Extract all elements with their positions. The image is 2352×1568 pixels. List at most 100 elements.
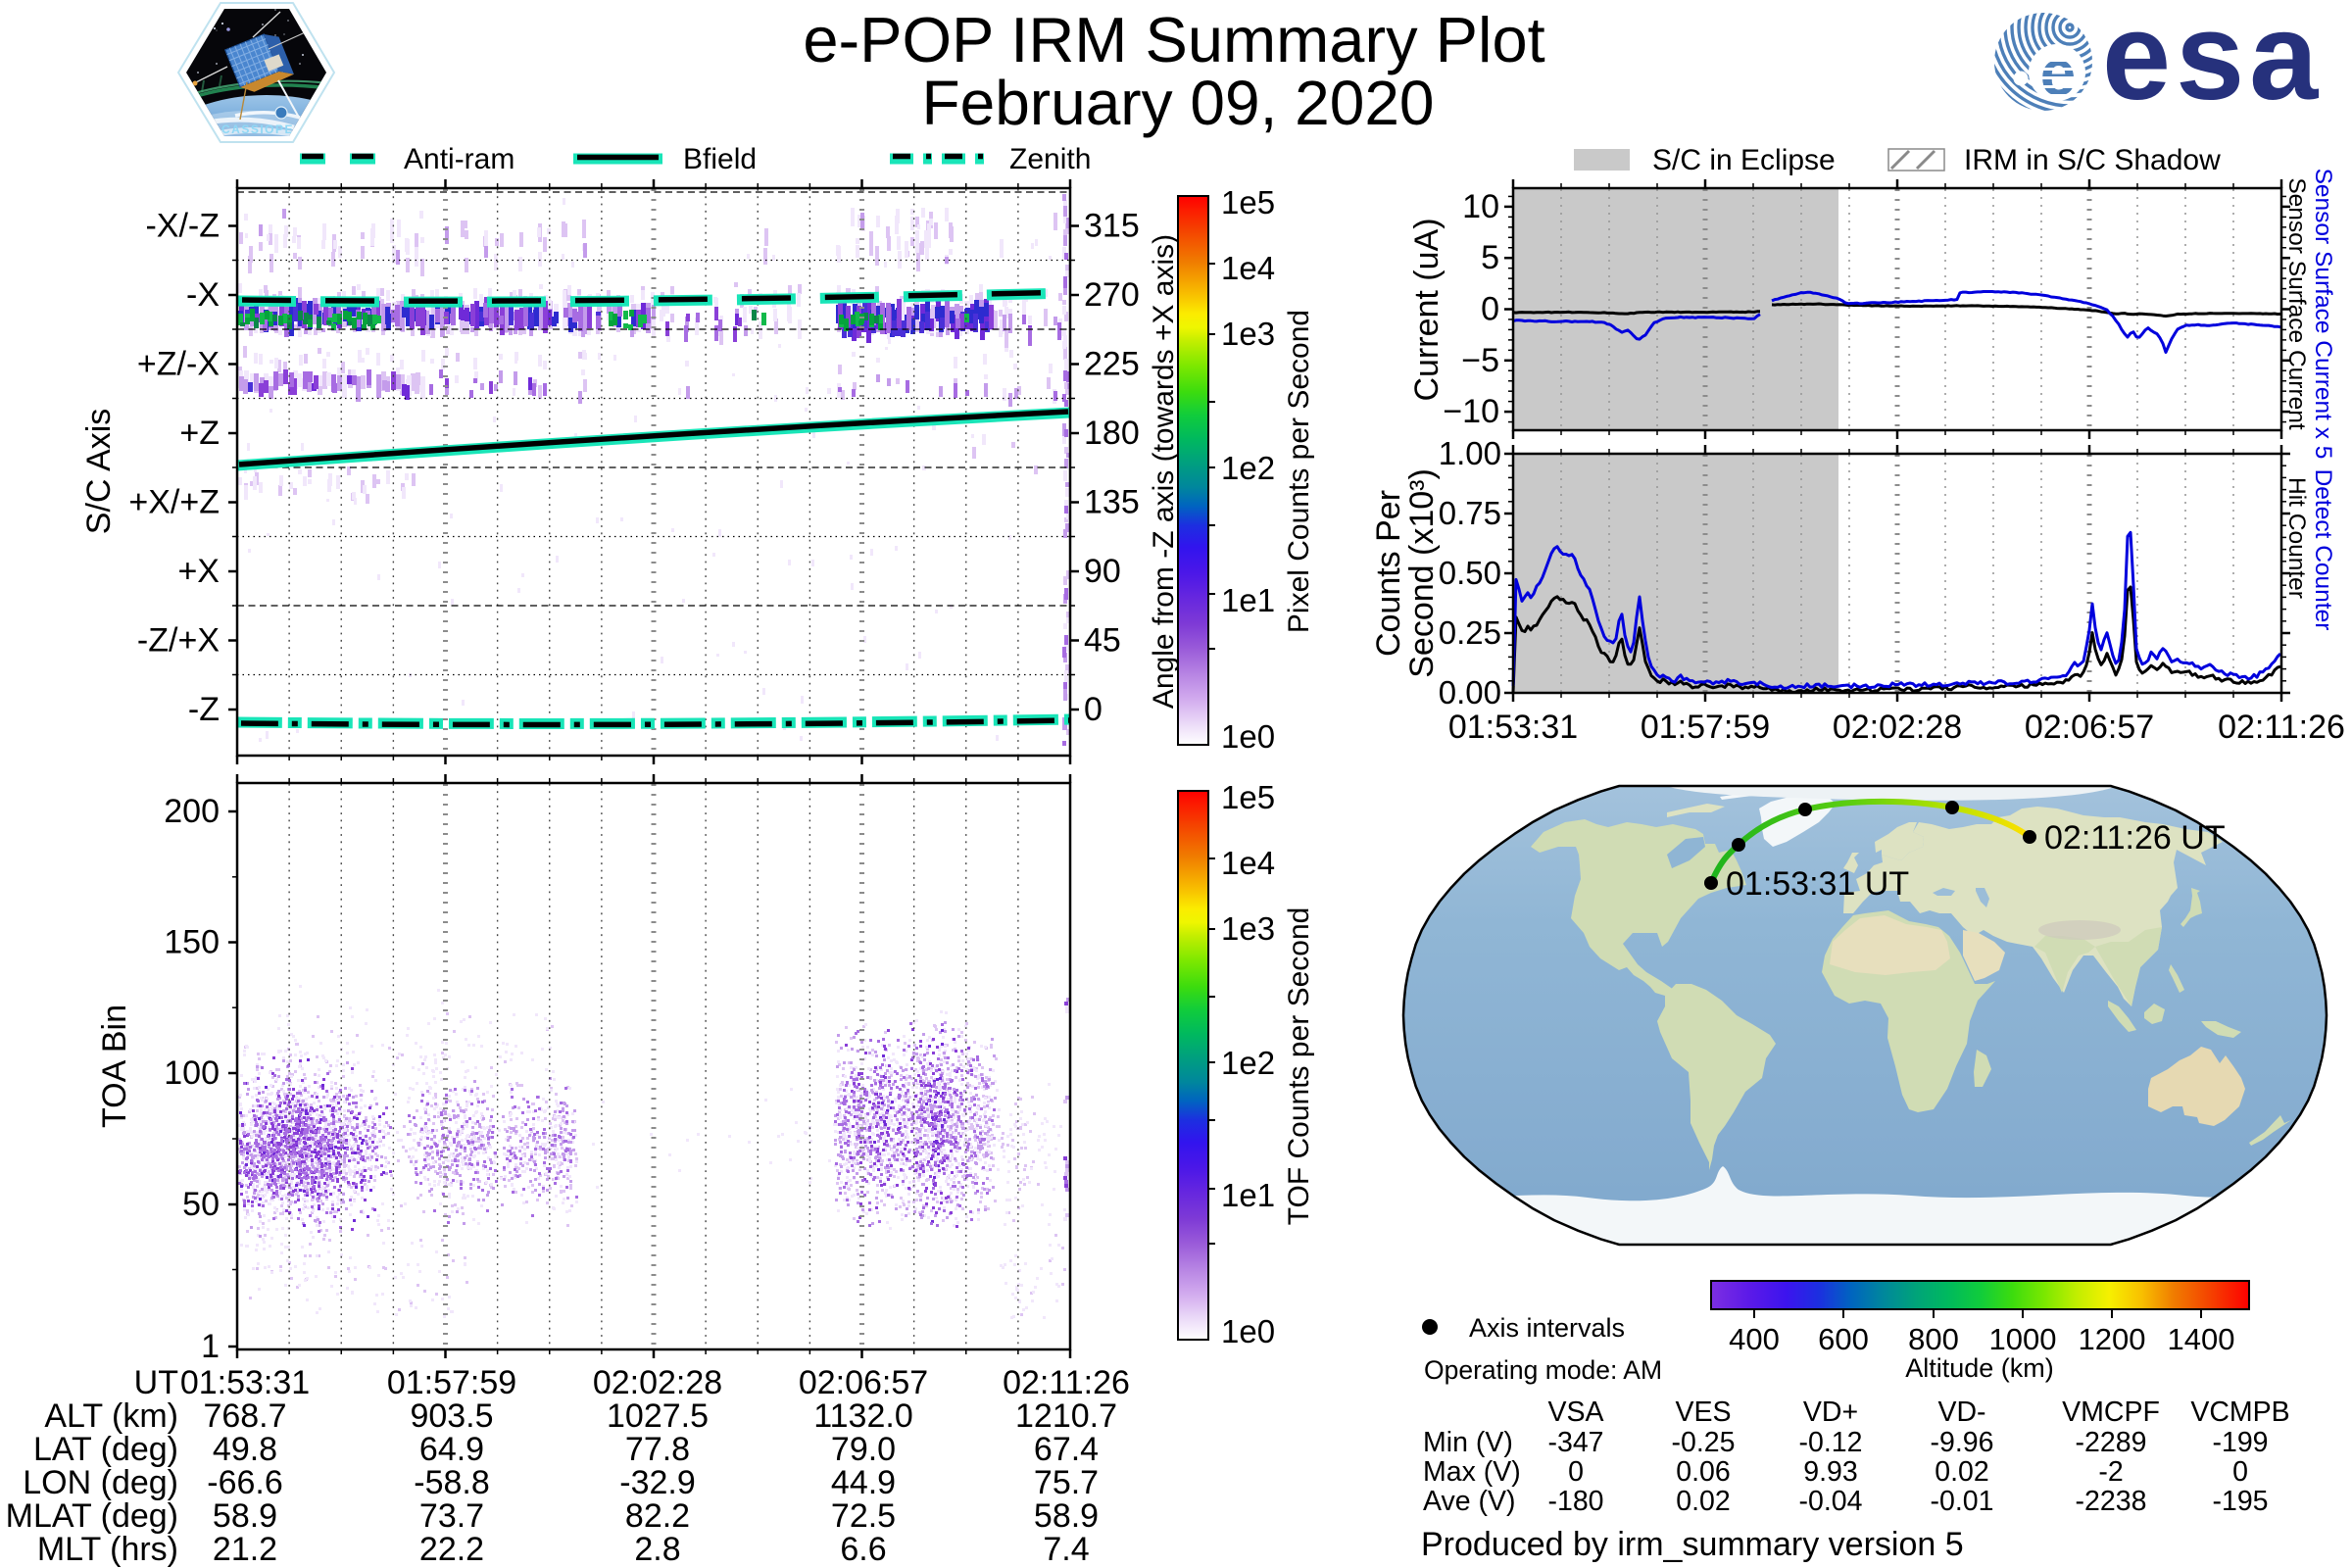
svg-text:VES: VES bbox=[1675, 1396, 1731, 1428]
svg-text:58.9: 58.9 bbox=[213, 1497, 277, 1535]
svg-text:0: 0 bbox=[2232, 1456, 2248, 1488]
svg-text:180: 180 bbox=[1084, 415, 1140, 452]
svg-text:90: 90 bbox=[1084, 553, 1121, 590]
svg-text:UT: UT bbox=[134, 1364, 178, 1401]
svg-text:-58.8: -58.8 bbox=[414, 1464, 490, 1501]
svg-text:1132.0: 1132.0 bbox=[813, 1397, 912, 1435]
svg-text:75.7: 75.7 bbox=[1034, 1464, 1099, 1501]
svg-text:01:57:59: 01:57:59 bbox=[1641, 709, 1770, 746]
svg-text:MLT (hrs): MLT (hrs) bbox=[37, 1531, 178, 1568]
svg-text:Pixel Counts per Second: Pixel Counts per Second bbox=[1283, 310, 1315, 633]
svg-text:903.5: 903.5 bbox=[410, 1397, 493, 1435]
svg-text:CASSIOPE: CASSIOPE bbox=[221, 122, 294, 136]
svg-text:22.2: 22.2 bbox=[419, 1531, 484, 1568]
svg-text:TOA Bin: TOA Bin bbox=[96, 1004, 133, 1128]
svg-text:0: 0 bbox=[1084, 691, 1102, 728]
svg-text:21.2: 21.2 bbox=[213, 1531, 277, 1568]
svg-text:0: 0 bbox=[1568, 1456, 1584, 1488]
svg-text:315: 315 bbox=[1084, 208, 1140, 245]
svg-text:IRM in S/C Shadow: IRM in S/C Shadow bbox=[1964, 144, 2221, 176]
svg-text:01:53:31 UT: 01:53:31 UT bbox=[1726, 865, 1909, 903]
svg-text:1e3: 1e3 bbox=[1221, 910, 1275, 947]
svg-text:01:53:31: 01:53:31 bbox=[180, 1364, 310, 1401]
svg-text:S/C Axis: S/C Axis bbox=[80, 409, 118, 534]
svg-text:-0.25: -0.25 bbox=[1672, 1427, 1736, 1458]
svg-text:February 09, 2020: February 09, 2020 bbox=[922, 68, 1435, 138]
svg-text:58.9: 58.9 bbox=[1034, 1497, 1099, 1535]
svg-text:+X: +X bbox=[177, 553, 220, 590]
svg-text:Ave (V): Ave (V) bbox=[1423, 1486, 1516, 1517]
svg-text:Sensor Surface Current x 5: Sensor Surface Current x 5 bbox=[2310, 169, 2336, 460]
svg-text:02:06:57: 02:06:57 bbox=[2025, 709, 2154, 746]
svg-text:1000: 1000 bbox=[1989, 1322, 2057, 1356]
svg-text:200: 200 bbox=[164, 793, 220, 830]
svg-text:73.7: 73.7 bbox=[419, 1497, 484, 1535]
svg-text:0.06: 0.06 bbox=[1676, 1456, 1730, 1488]
svg-text:1400: 1400 bbox=[2168, 1322, 2235, 1356]
svg-text:VD+: VD+ bbox=[1803, 1396, 1858, 1428]
svg-text:01:57:59: 01:57:59 bbox=[387, 1364, 516, 1401]
svg-text:1027.5: 1027.5 bbox=[607, 1397, 709, 1435]
svg-text:0.75: 0.75 bbox=[1439, 495, 1501, 531]
svg-text:+X/+Z: +X/+Z bbox=[128, 484, 220, 521]
svg-text:Bfield: Bfield bbox=[683, 143, 757, 175]
svg-text:-0.01: -0.01 bbox=[1931, 1486, 1994, 1517]
svg-text:82.2: 82.2 bbox=[625, 1497, 690, 1535]
svg-text:1e0: 1e0 bbox=[1221, 1313, 1275, 1349]
svg-text:1210.7: 1210.7 bbox=[1015, 1397, 1117, 1435]
svg-text:−10: −10 bbox=[1443, 393, 1499, 430]
svg-text:225: 225 bbox=[1084, 346, 1140, 383]
svg-text:10: 10 bbox=[1462, 188, 1499, 225]
svg-text:49.8: 49.8 bbox=[213, 1431, 277, 1468]
svg-text:-9.96: -9.96 bbox=[1931, 1427, 1994, 1458]
svg-text:6.6: 6.6 bbox=[840, 1531, 886, 1568]
svg-text:77.8: 77.8 bbox=[625, 1431, 690, 1468]
svg-text:0.50: 0.50 bbox=[1439, 555, 1501, 591]
svg-text:1e4: 1e4 bbox=[1221, 845, 1275, 881]
svg-text:Sensor Surface Current: Sensor Surface Current bbox=[2283, 177, 2310, 430]
svg-text:VSA: VSA bbox=[1547, 1396, 1603, 1428]
svg-text:e: e bbox=[2040, 36, 2077, 109]
svg-text:02:11:26 UT: 02:11:26 UT bbox=[2044, 819, 2226, 857]
svg-text:+Z/-X: +Z/-X bbox=[137, 346, 220, 383]
svg-text:Second (x10³): Second (x10³) bbox=[1403, 468, 1441, 678]
svg-text:Axis intervals: Axis intervals bbox=[1469, 1313, 1625, 1343]
svg-text:02:11:26: 02:11:26 bbox=[2218, 709, 2345, 746]
svg-text:LON (deg): LON (deg) bbox=[23, 1464, 178, 1501]
svg-text:-199: -199 bbox=[2212, 1427, 2268, 1458]
svg-text:Anti-ram: Anti-ram bbox=[404, 143, 514, 175]
svg-text:−5: −5 bbox=[1461, 342, 1499, 379]
svg-text:-Z/+X: -Z/+X bbox=[137, 622, 220, 660]
svg-text:e-POP IRM Summary Plot: e-POP IRM Summary Plot bbox=[803, 4, 1544, 75]
svg-text:-0.04: -0.04 bbox=[1799, 1486, 1863, 1517]
svg-text:Hit Counter: Hit Counter bbox=[2283, 477, 2310, 599]
svg-text:02:11:26: 02:11:26 bbox=[1003, 1364, 1130, 1401]
svg-text:600: 600 bbox=[1818, 1322, 1869, 1356]
svg-text:45: 45 bbox=[1084, 622, 1121, 660]
svg-text:50: 50 bbox=[182, 1186, 220, 1223]
svg-text:-347: -347 bbox=[1547, 1427, 1603, 1458]
svg-text:VCMPB: VCMPB bbox=[2190, 1396, 2289, 1428]
svg-text:-32.9: -32.9 bbox=[619, 1464, 696, 1501]
svg-text:67.4: 67.4 bbox=[1034, 1431, 1099, 1468]
svg-text:135: 135 bbox=[1084, 484, 1140, 521]
svg-text:1.00: 1.00 bbox=[1439, 435, 1501, 471]
svg-text:S/C in Eclipse: S/C in Eclipse bbox=[1652, 144, 1836, 176]
svg-text:270: 270 bbox=[1084, 276, 1140, 314]
svg-text:1e1: 1e1 bbox=[1221, 1177, 1275, 1213]
svg-text:1e5: 1e5 bbox=[1221, 779, 1275, 815]
svg-text:Zenith: Zenith bbox=[1009, 143, 1091, 175]
svg-text:-2238: -2238 bbox=[2076, 1486, 2147, 1517]
svg-text:01:53:31: 01:53:31 bbox=[1448, 709, 1578, 746]
svg-text:Min (V): Min (V) bbox=[1423, 1427, 1513, 1458]
svg-text:0.00: 0.00 bbox=[1439, 674, 1501, 710]
svg-text:ALT (km): ALT (km) bbox=[44, 1397, 178, 1435]
svg-text:Altitude (km): Altitude (km) bbox=[1905, 1353, 2054, 1383]
svg-text:44.9: 44.9 bbox=[831, 1464, 896, 1501]
svg-text:72.5: 72.5 bbox=[831, 1497, 896, 1535]
svg-text:1e1: 1e1 bbox=[1221, 582, 1275, 618]
svg-text:9.93: 9.93 bbox=[1803, 1456, 1857, 1488]
svg-text:TOF Counts per Second: TOF Counts per Second bbox=[1283, 907, 1315, 1226]
svg-text:800: 800 bbox=[1908, 1322, 1959, 1356]
svg-text:1e2: 1e2 bbox=[1221, 450, 1275, 486]
